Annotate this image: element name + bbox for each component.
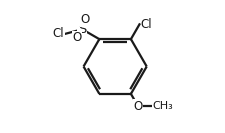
Text: O: O <box>80 13 89 26</box>
Text: O: O <box>73 31 82 44</box>
Text: CH₃: CH₃ <box>152 101 173 111</box>
Text: S: S <box>78 23 86 36</box>
Text: Cl: Cl <box>140 18 152 31</box>
Text: O: O <box>134 100 143 113</box>
Text: Cl: Cl <box>53 27 64 40</box>
